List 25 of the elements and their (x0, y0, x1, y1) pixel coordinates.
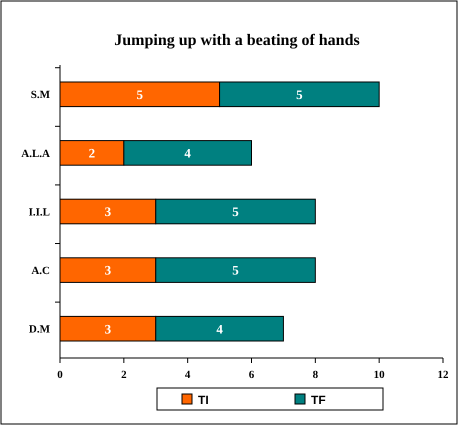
x-tick-label: 4 (184, 369, 191, 381)
data-label: 3 (104, 204, 112, 220)
data-label: 5 (232, 262, 240, 278)
x-tick-label: 12 (438, 369, 449, 381)
legend-label: TI (198, 393, 209, 407)
y-tick-label: A.C (31, 264, 50, 277)
data-label: 5 (232, 204, 240, 220)
x-tick-label: 2 (121, 369, 128, 381)
x-tick-label: 0 (57, 369, 64, 381)
data-label: 4 (184, 145, 192, 160)
x-tick-label: 6 (248, 369, 255, 381)
legend-label: TF (311, 393, 326, 407)
x-tick-label: 10 (374, 369, 386, 381)
chart-title: Jumping up with a beating of hands (114, 32, 360, 49)
y-tick-label: S.M (30, 89, 51, 102)
y-tick-label: D.M (28, 324, 51, 336)
data-label: 2 (88, 145, 96, 160)
x-tick-label: 8 (312, 369, 319, 381)
y-tick-label: I.I.L (28, 206, 50, 218)
data-label: 3 (104, 262, 112, 278)
data-label: 5 (296, 86, 304, 102)
y-tick-label: A.L.A (21, 148, 50, 160)
data-label: 4 (216, 321, 224, 336)
data-label: 3 (104, 321, 112, 336)
data-label: 5 (136, 86, 144, 102)
